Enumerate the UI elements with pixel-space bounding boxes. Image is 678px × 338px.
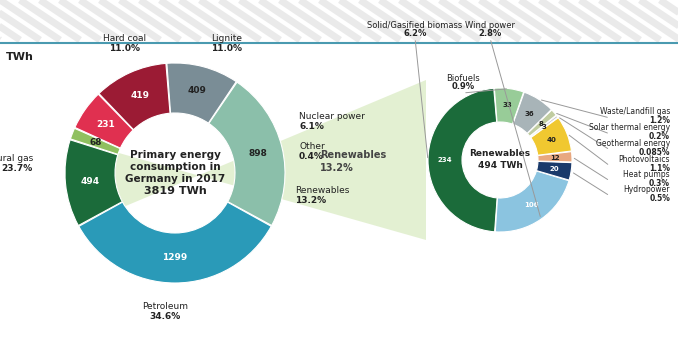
Text: Renewables: Renewables (295, 186, 349, 195)
Text: Petroleum: Petroleum (142, 302, 188, 311)
Text: 494 TWh: 494 TWh (477, 162, 523, 170)
Text: Other: Other (299, 142, 325, 151)
Text: 898: 898 (248, 148, 267, 158)
Text: Biofuels: Biofuels (446, 74, 480, 83)
Text: 11.0%: 11.0% (110, 44, 140, 53)
Wedge shape (495, 171, 569, 232)
Text: Germany in 2017: Germany in 2017 (125, 174, 225, 184)
Text: Renewables: Renewables (320, 150, 386, 160)
Text: 0.2%: 0.2% (649, 132, 670, 141)
Text: 8: 8 (539, 121, 544, 127)
Wedge shape (209, 82, 285, 225)
Text: Solar thermal energy: Solar thermal energy (589, 123, 670, 132)
Wedge shape (531, 118, 572, 155)
Text: 0.4%: 0.4% (299, 152, 324, 161)
Wedge shape (538, 152, 572, 162)
Text: 1.1%: 1.1% (649, 164, 670, 173)
Text: Wind power: Wind power (465, 21, 515, 30)
Wedge shape (428, 88, 497, 232)
Wedge shape (513, 92, 551, 134)
Wedge shape (99, 64, 170, 130)
Text: 494: 494 (81, 177, 100, 186)
Wedge shape (71, 128, 120, 154)
Text: 1.2%: 1.2% (649, 116, 670, 125)
Text: 34.6%: 34.6% (149, 312, 180, 321)
Wedge shape (536, 161, 572, 180)
Text: Geothermal energy: Geothermal energy (596, 139, 670, 148)
Text: 1299: 1299 (163, 254, 188, 263)
Text: 13.2%: 13.2% (320, 163, 354, 173)
Text: 3819 TWh: 3819 TWh (144, 186, 206, 196)
Polygon shape (71, 80, 426, 240)
Wedge shape (527, 110, 556, 136)
Text: 20: 20 (549, 166, 559, 172)
Text: Nuclear power: Nuclear power (299, 112, 365, 121)
Text: 106: 106 (524, 202, 538, 208)
Wedge shape (167, 63, 236, 123)
Text: 2.8%: 2.8% (479, 29, 502, 38)
Text: 40: 40 (546, 137, 556, 143)
Text: 0.5%: 0.5% (649, 194, 670, 203)
Text: TWh: TWh (6, 52, 34, 62)
Text: Hydropower: Hydropower (624, 185, 670, 194)
Text: 6.1%: 6.1% (299, 122, 324, 131)
Wedge shape (79, 202, 271, 283)
Text: 0.9%: 0.9% (452, 82, 475, 91)
Text: 68: 68 (89, 138, 102, 147)
Wedge shape (494, 88, 523, 124)
Text: 11.0%: 11.0% (212, 44, 243, 53)
Text: consumption in: consumption in (129, 162, 220, 172)
Text: 23.7%: 23.7% (2, 164, 33, 173)
Text: Photovoltaics: Photovoltaics (618, 155, 670, 164)
Text: 231: 231 (96, 120, 115, 129)
Text: Heat pumps: Heat pumps (623, 170, 670, 179)
Text: Lignite: Lignite (212, 34, 243, 43)
Wedge shape (65, 140, 122, 225)
Text: Waste/Landfill gas: Waste/Landfill gas (599, 107, 670, 116)
Text: 0.3%: 0.3% (649, 179, 670, 188)
Text: Renewables: Renewables (469, 148, 531, 158)
Text: 36: 36 (525, 111, 534, 117)
Text: 33: 33 (502, 102, 512, 108)
Text: Hard coal: Hard coal (104, 34, 146, 43)
Wedge shape (530, 116, 558, 138)
Text: 234: 234 (438, 157, 452, 163)
Text: 12: 12 (550, 154, 560, 161)
Text: Primary energy: Primary energy (129, 150, 220, 160)
Text: Solid/Gasified biomass: Solid/Gasified biomass (367, 21, 462, 30)
Text: 13.2%: 13.2% (295, 196, 326, 205)
Text: 419: 419 (131, 91, 150, 100)
Text: Natural gas: Natural gas (0, 154, 33, 163)
Text: 0.085%: 0.085% (639, 148, 670, 157)
Text: 409: 409 (187, 86, 206, 95)
Text: 3: 3 (541, 124, 546, 130)
Text: 6.2%: 6.2% (403, 29, 426, 38)
Wedge shape (75, 94, 133, 148)
